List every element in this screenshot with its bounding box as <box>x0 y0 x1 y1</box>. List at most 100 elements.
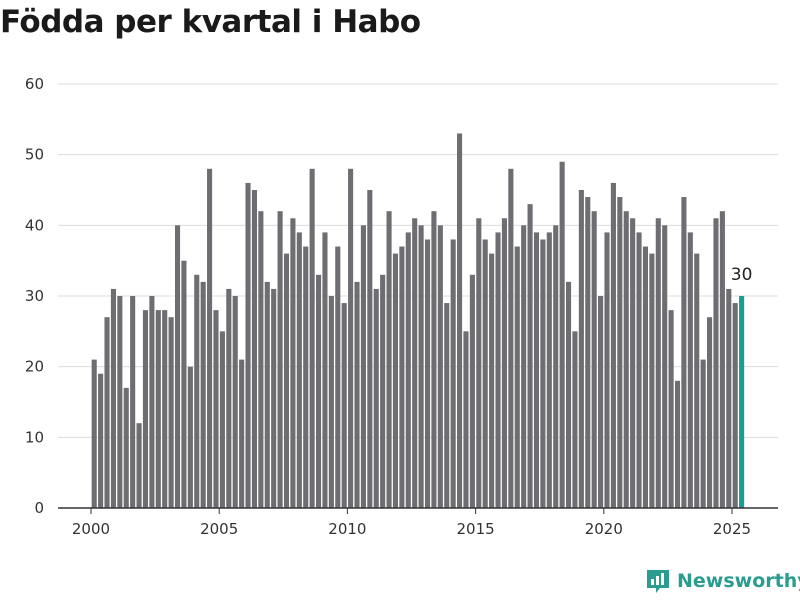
x-tick-label: 2020 <box>585 520 623 538</box>
bar <box>174 225 181 508</box>
bar <box>130 296 136 508</box>
bar-chart: 0 10 20 30 40 50 60 2000 2005 2010 2015 2020 2025 3… <box>25 75 778 538</box>
bar <box>264 281 270 508</box>
bar <box>341 303 347 508</box>
bar <box>527 204 533 508</box>
bar <box>239 359 245 508</box>
bar <box>546 232 552 508</box>
x-tick-label: 2010 <box>328 520 366 538</box>
bar <box>251 190 257 508</box>
bar <box>373 288 379 508</box>
bar <box>476 218 482 508</box>
bar <box>713 218 719 508</box>
bar <box>501 218 507 508</box>
bar <box>367 190 373 508</box>
bar <box>162 310 168 508</box>
bar <box>565 281 572 508</box>
bar <box>405 232 411 508</box>
bar <box>219 331 225 508</box>
bar <box>674 380 681 508</box>
bar <box>194 274 200 508</box>
x-axis: 2000 2005 2010 2015 2020 2025 <box>58 507 778 538</box>
bar <box>303 246 309 508</box>
bar <box>123 387 129 508</box>
bar <box>553 225 559 508</box>
bar <box>623 211 629 508</box>
bar <box>424 239 431 508</box>
bar <box>463 331 469 508</box>
bar <box>290 218 296 508</box>
bar <box>380 274 386 508</box>
data-labels: 30 <box>731 265 753 285</box>
bar <box>110 288 116 508</box>
x-tick-label: 2000 <box>72 520 110 538</box>
y-tick-label: 40 <box>25 216 44 234</box>
bar <box>386 211 392 508</box>
bar <box>444 303 450 508</box>
bar <box>277 211 283 508</box>
bar <box>200 281 206 508</box>
bar <box>399 246 405 508</box>
bar <box>149 296 155 508</box>
bar <box>226 288 232 508</box>
bar <box>495 232 501 508</box>
bar <box>457 133 463 508</box>
bar <box>271 288 277 508</box>
x-tick-label: 2025 <box>713 520 751 538</box>
bars <box>91 133 745 509</box>
bar <box>707 317 713 508</box>
bar <box>521 225 527 508</box>
bar <box>585 197 591 508</box>
bar <box>604 232 610 508</box>
bar <box>392 253 399 508</box>
bar <box>598 296 604 508</box>
bar-highlighted <box>739 296 745 508</box>
bar <box>322 232 328 508</box>
bar <box>181 260 187 508</box>
bar <box>649 253 655 508</box>
bar <box>668 310 674 508</box>
bar <box>348 168 354 509</box>
bar <box>187 366 193 508</box>
bar <box>533 232 540 508</box>
bar <box>630 218 636 508</box>
bar <box>508 168 514 509</box>
bar <box>309 168 315 509</box>
bar <box>117 296 123 508</box>
bar <box>431 211 437 508</box>
bar <box>168 317 174 508</box>
brand: Newsworthy <box>645 568 800 594</box>
newsworthy-logo-icon <box>647 570 669 593</box>
bar <box>258 211 264 508</box>
x-tick-label: 2015 <box>457 520 495 538</box>
bar <box>245 182 251 508</box>
bar <box>559 161 565 509</box>
bar <box>98 373 104 508</box>
bar <box>450 239 456 508</box>
bar <box>104 317 110 508</box>
bar <box>296 232 302 508</box>
bar <box>636 232 642 508</box>
bar <box>482 239 488 508</box>
bar <box>642 246 649 508</box>
bar <box>412 218 418 508</box>
bar <box>591 211 597 508</box>
bar <box>617 197 623 508</box>
bar <box>681 197 687 508</box>
bar <box>354 281 360 508</box>
y-axis-ticks: 0 10 20 30 40 50 60 <box>25 75 44 517</box>
bar <box>662 225 668 508</box>
bar <box>610 182 616 508</box>
y-tick-label: 10 <box>25 428 44 446</box>
bar <box>155 310 161 508</box>
y-tick-label: 30 <box>25 287 44 305</box>
bar <box>316 274 322 508</box>
bar <box>232 296 238 508</box>
bar <box>418 225 424 508</box>
bar <box>469 274 475 508</box>
bar <box>719 211 725 508</box>
bar <box>489 253 495 508</box>
bar <box>328 296 334 508</box>
chart-title: Födda per kvartal i Habo <box>0 4 421 40</box>
bar <box>283 253 290 508</box>
